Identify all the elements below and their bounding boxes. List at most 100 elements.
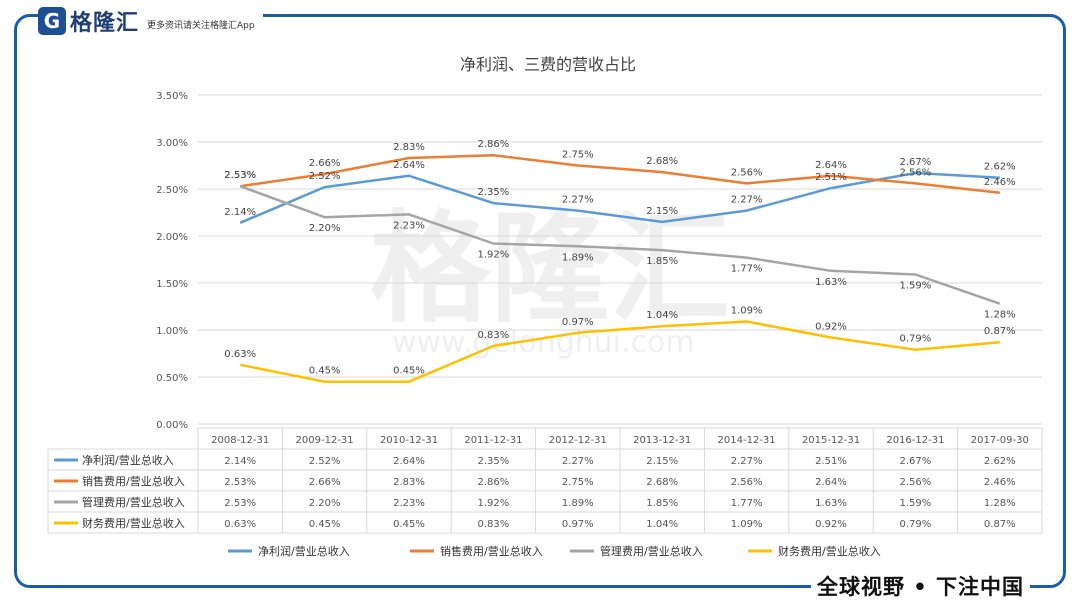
- data-label: 2.67%: [900, 157, 932, 168]
- data-label: 1.92%: [478, 250, 510, 261]
- y-tick-label: 3.50%: [156, 91, 188, 102]
- table-cell: 2.56%: [731, 477, 763, 488]
- x-tick-label: 2017-09-30: [971, 435, 1029, 446]
- y-tick-label: 2.00%: [156, 232, 188, 243]
- table-cell: 0.83%: [478, 519, 510, 530]
- data-label: 2.27%: [731, 195, 763, 206]
- data-label: 2.20%: [309, 223, 341, 234]
- data-labels: 2.14% 2.52% 2.64% 2.35% 2.27% 2.15% 2.27% 2.51%…: [224, 139, 1015, 377]
- data-table: 2008-12-31 2009-12-31 2010-12-31 2011-12-31…: [47, 427, 1043, 534]
- data-label: 0.97%: [562, 317, 594, 328]
- table-cell: 0.45%: [393, 519, 425, 530]
- table-cell: 1.09%: [731, 519, 763, 530]
- data-label: 1.85%: [646, 256, 678, 267]
- data-label: 2.56%: [731, 167, 763, 178]
- table-cell: 2.75%: [562, 477, 594, 488]
- table-cell: 0.63%: [224, 519, 256, 530]
- series-line-4: [239, 320, 1000, 383]
- brand-logo: G 格隆汇 更多资讯请关注格隆汇App: [38, 6, 263, 36]
- table-cell: 0.45%: [309, 519, 341, 530]
- series-line-2: [240, 153, 1000, 195]
- table-cell: 1.89%: [562, 498, 594, 509]
- data-label: 0.45%: [393, 366, 425, 377]
- table-cell: 2.52%: [309, 456, 341, 467]
- data-label: 2.53%: [224, 170, 256, 181]
- table-cell: 0.97%: [562, 519, 594, 530]
- table-cell: 2.27%: [731, 456, 763, 467]
- x-tick-label: 2011-12-31: [464, 435, 522, 446]
- table-cell: 1.28%: [984, 498, 1016, 509]
- table-cell: 2.67%: [900, 456, 932, 467]
- y-tick-label: 1.00%: [156, 326, 188, 337]
- table-cell: 2.53%: [224, 498, 256, 509]
- data-label: 2.64%: [393, 160, 425, 171]
- brand-name: 格隆汇: [70, 11, 140, 36]
- legend-entry: 管理费用/营业总收入: [600, 544, 703, 558]
- table-cell: 2.64%: [815, 477, 847, 488]
- page-frame: [14, 14, 1066, 588]
- x-tick-label: 2010-12-31: [380, 435, 438, 446]
- table-cell: 2.62%: [984, 456, 1016, 467]
- legend-entry: 财务费用/营业总收入: [778, 544, 881, 558]
- data-label: 1.77%: [731, 264, 763, 275]
- logo-mark-icon: G: [38, 7, 66, 35]
- table-cell: 2.51%: [815, 456, 847, 467]
- table-cell: 2.46%: [984, 477, 1016, 488]
- x-tick-label: 2009-12-31: [296, 435, 354, 446]
- data-label: 2.64%: [815, 160, 847, 171]
- series-line-3: [239, 185, 1001, 305]
- table-cell: 2.68%: [646, 477, 678, 488]
- data-label: 0.87%: [984, 326, 1016, 337]
- data-label: 2.68%: [646, 156, 678, 167]
- legend: 净利润/营业总收入 销售费用/营业总收入 管理费用/营业总收入 财务费用/营业总收入: [228, 544, 881, 558]
- table-cell: 1.85%: [646, 498, 678, 509]
- x-tick-label: 2008-12-31: [211, 435, 269, 446]
- data-label: 2.56%: [900, 167, 932, 178]
- watermark-text: 格隆汇: [370, 200, 730, 339]
- table-series-name: 销售费用/营业总收入: [82, 474, 185, 488]
- data-label: 1.59%: [900, 281, 932, 292]
- data-label: 1.63%: [815, 277, 847, 288]
- x-tick-label: 2015-12-31: [802, 435, 860, 446]
- brand-tagline: 更多资讯请关注格隆汇App: [147, 20, 255, 31]
- data-label: 2.86%: [478, 139, 510, 150]
- table-series-name: 净利润/营业总收入: [82, 453, 174, 467]
- x-tick-label: 2013-12-31: [633, 435, 691, 446]
- table-cell: 1.63%: [815, 498, 847, 509]
- table-cell: 0.92%: [815, 519, 847, 530]
- table-cell: 1.92%: [478, 498, 510, 509]
- table-cell: 2.53%: [224, 477, 256, 488]
- y-tick-label: 3.00%: [156, 138, 188, 149]
- data-label: 1.89%: [562, 252, 594, 263]
- x-tick-label: 2012-12-31: [549, 435, 607, 446]
- table-cell: 2.56%: [900, 477, 932, 488]
- series-lines: [239, 153, 1001, 383]
- data-label: 0.92%: [815, 322, 847, 333]
- data-label: 2.23%: [393, 220, 425, 231]
- y-tick-label: 2.50%: [156, 185, 188, 196]
- data-label: 2.15%: [646, 206, 678, 217]
- data-label: 2.35%: [478, 187, 510, 198]
- y-tick-label: 0.50%: [156, 373, 188, 384]
- y-tick-label: 1.50%: [156, 279, 188, 290]
- data-label: 2.83%: [393, 142, 425, 153]
- data-label: 0.83%: [478, 330, 510, 341]
- data-label: 0.79%: [900, 334, 932, 345]
- data-label: 2.53%: [224, 170, 256, 181]
- data-label: 0.45%: [309, 366, 341, 377]
- table-cell: 0.87%: [984, 519, 1016, 530]
- table-cell: 2.23%: [393, 498, 425, 509]
- table-cell: 1.59%: [900, 498, 932, 509]
- data-label: 2.62%: [984, 162, 1016, 173]
- watermark-url: www.gelonghui.com: [392, 325, 695, 360]
- table-cell: 2.35%: [478, 456, 510, 467]
- table-cell: 2.66%: [309, 477, 341, 488]
- data-label: 0.63%: [224, 349, 256, 360]
- table-cell: 2.64%: [393, 456, 425, 467]
- table-cell: 2.27%: [562, 456, 594, 467]
- table-cell: 2.15%: [646, 456, 678, 467]
- data-label: 2.14%: [224, 207, 256, 218]
- data-label: 2.27%: [562, 195, 594, 206]
- data-label: 1.09%: [731, 306, 763, 317]
